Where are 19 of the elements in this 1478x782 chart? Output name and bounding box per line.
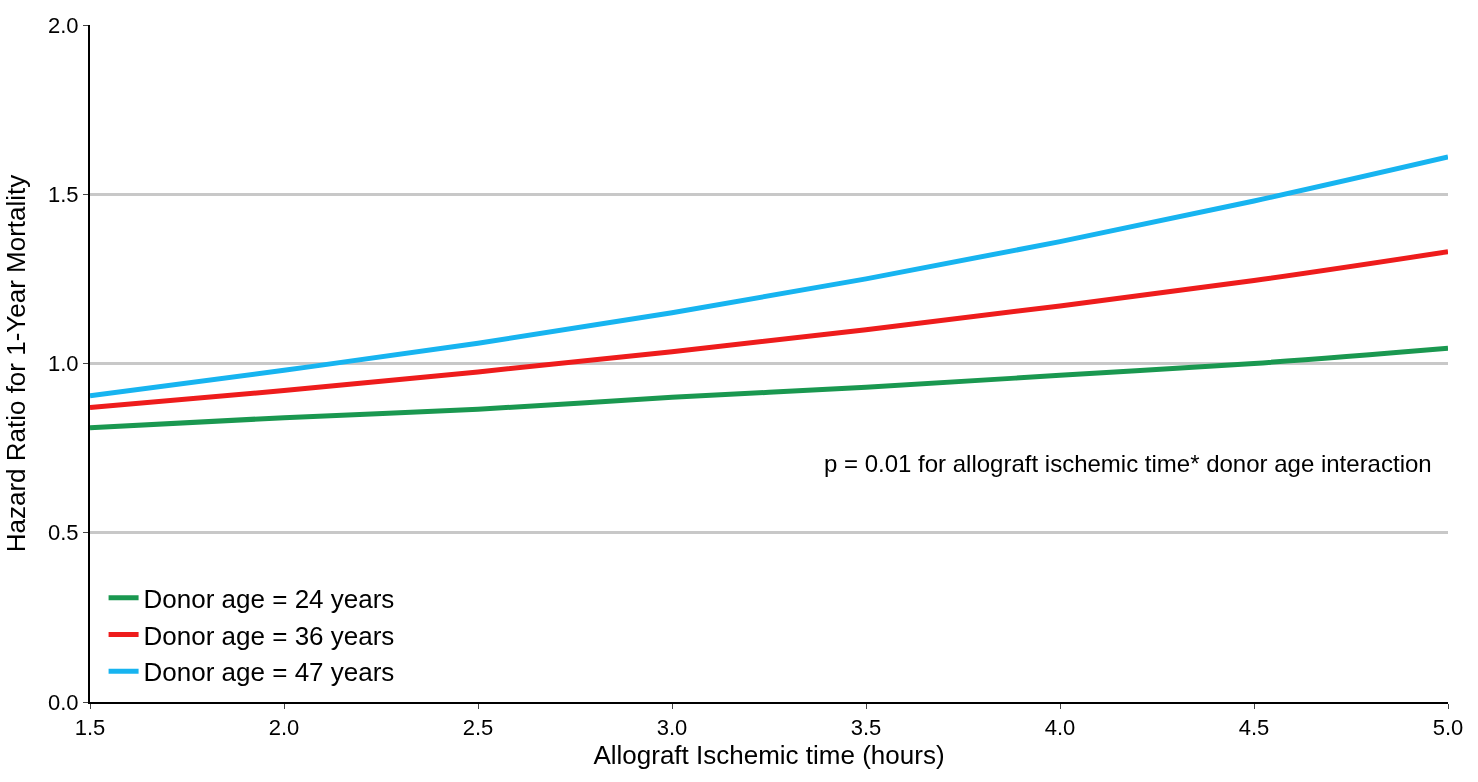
x-tick-label: 1.5 bbox=[74, 715, 106, 741]
y-tick-label: 2.0 bbox=[48, 12, 79, 38]
y-axis-title: Hazard Ratio for 1-Year Mortality bbox=[0, 174, 31, 553]
x-tick-label: 4.0 bbox=[1044, 715, 1076, 741]
annotation: p = 0.01 for allograft ischemic time* donor age interaction bbox=[824, 450, 1432, 477]
y-tick-label: 1.0 bbox=[48, 351, 79, 377]
legend-label: Donor age = 47 years bbox=[143, 657, 395, 688]
y-tick-label: 0.5 bbox=[48, 520, 79, 546]
x-tick-label: 3.0 bbox=[656, 715, 688, 741]
legend-label: Donor age = 24 years bbox=[143, 583, 395, 614]
x-tick-label: 2.5 bbox=[462, 715, 494, 741]
x-axis-title: Allograft Ischemic time (hours) bbox=[593, 740, 945, 771]
x-tick-label: 4.5 bbox=[1238, 715, 1270, 741]
x-tick-label: 2.0 bbox=[268, 715, 300, 741]
y-tick-label: 0.0 bbox=[48, 689, 79, 715]
y-tick-label: 1.5 bbox=[48, 181, 79, 207]
legend-label: Donor age = 36 years bbox=[143, 620, 395, 651]
x-tick-label: 3.5 bbox=[850, 715, 882, 741]
x-tick-label: 5.0 bbox=[1432, 715, 1464, 741]
